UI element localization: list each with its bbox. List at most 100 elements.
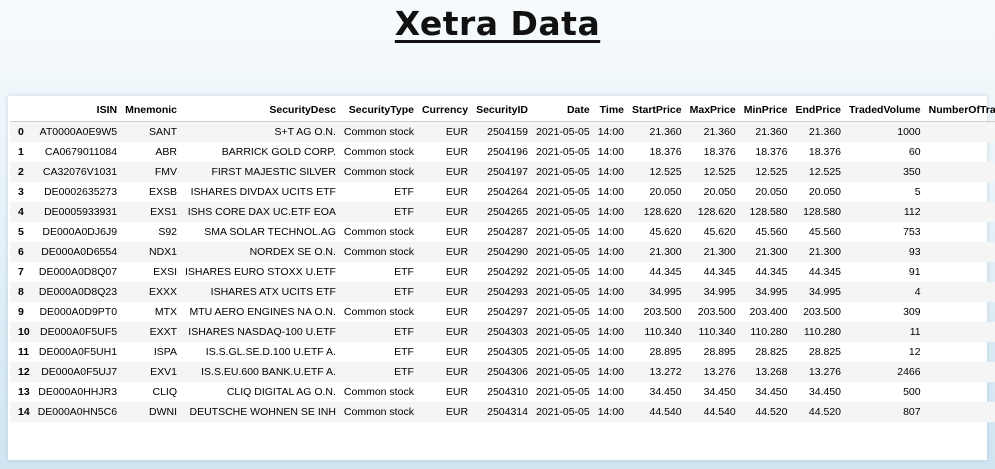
- cell-time: 14:00: [597, 306, 624, 318]
- cell-maxprice: 21.300: [685, 242, 740, 262]
- cell-numberoftrades: 6: [925, 222, 995, 242]
- cell-currency: EUR: [445, 386, 469, 398]
- column-header-currency: Currency: [417, 101, 473, 122]
- column-header-tradedvolume: TradedVolume: [845, 101, 925, 122]
- cell-startprice: 110.340: [628, 322, 686, 342]
- cell-maxprice: 28.895: [703, 346, 736, 358]
- cell-mnemonic: EXSI: [153, 266, 177, 278]
- cell-date: 2021-05-05: [532, 322, 594, 342]
- cell-minprice: 21.300: [739, 242, 792, 262]
- cell-securitytype: Common stock: [339, 242, 418, 262]
- cell-securitytype: ETF: [339, 322, 418, 342]
- cell-isin: CA0679011084: [44, 146, 118, 158]
- column-header-endprice: EndPrice: [791, 101, 846, 122]
- row-index: 4: [10, 202, 34, 222]
- cell-mnemonic: S92: [158, 226, 177, 238]
- row-index: 6: [10, 242, 34, 262]
- cell-securityid: 2504305: [487, 346, 528, 358]
- row-index: 2: [10, 162, 34, 182]
- cell-date: 2021-05-05: [536, 386, 590, 398]
- cell-tradedvolume: 12: [908, 346, 921, 358]
- cell-startprice: 21.300: [628, 242, 686, 262]
- table-row: 10 DE000A0F5UF5 EXXT ISHARES NASDAQ-100 U.E…: [10, 322, 995, 342]
- cell-isin: DE000A0D8Q07: [38, 266, 118, 278]
- cell-maxprice: 13.276: [685, 362, 740, 382]
- cell-time: 14:00: [593, 162, 628, 182]
- cell-mnemonic: EXSB: [148, 186, 177, 198]
- cell-tradedvolume: 1000: [845, 121, 925, 142]
- cell-date: 2021-05-05: [532, 242, 594, 262]
- cell-mnemonic: NDX1: [121, 242, 181, 262]
- cell-tradedvolume: 350: [845, 162, 925, 182]
- cell-time: 14:00: [593, 402, 628, 422]
- table-row: 8 DE000A0D8Q23 EXXX ISHARES ATX UCITS ETF ET…: [10, 282, 995, 302]
- cell-startprice: 21.360: [628, 121, 686, 142]
- cell-numberoftrades: 1: [924, 162, 995, 182]
- row-index: 8: [10, 282, 34, 302]
- cell-minprice: 18.376: [755, 146, 788, 158]
- cell-tradedvolume: 93: [845, 242, 925, 262]
- cell-isin: AT0000A0E9W5: [33, 121, 122, 142]
- column-header-time: Time: [593, 101, 628, 122]
- column-header-securityid: SecurityID: [472, 101, 532, 122]
- cell-endprice: 13.276: [791, 362, 846, 382]
- table-body: 0 AT0000A0E9W5 SANT S+T AG O.N. Common stock…: [10, 121, 995, 422]
- cell-startprice: 12.525: [628, 162, 686, 182]
- cell-startprice: 44.540: [628, 402, 686, 422]
- cell-minprice: 12.525: [739, 162, 792, 182]
- cell-currency: EUR: [417, 282, 473, 302]
- cell-time: 14:00: [597, 386, 624, 398]
- cell-securitydesc: FIRST MAJESTIC SILVER: [181, 162, 340, 182]
- cell-maxprice: 12.525: [685, 162, 740, 182]
- cell-securityid: 2504314: [472, 402, 532, 422]
- cell-isin: DE000A0HN5C6: [33, 402, 122, 422]
- cell-securitytype: ETF: [339, 282, 418, 302]
- row-index: 5: [18, 226, 24, 238]
- cell-time: 14:00: [593, 121, 628, 142]
- cell-endprice: 21.300: [791, 242, 846, 262]
- row-index: 9: [18, 306, 24, 318]
- page-title-text: Xetra Data: [394, 4, 601, 43]
- cell-mnemonic: DWNI: [121, 402, 181, 422]
- cell-securitytype: ETF: [394, 266, 414, 278]
- cell-tradedvolume: 4: [845, 282, 925, 302]
- cell-securitydesc: SMA SOLAR TECHNOL.AG: [204, 226, 336, 238]
- cell-tradedvolume: 309: [903, 306, 921, 318]
- cell-numberoftrades: 2: [924, 322, 995, 342]
- cell-date: 2021-05-05: [536, 306, 590, 318]
- cell-securityid: 2504290: [472, 242, 532, 262]
- row-index: 0: [10, 121, 34, 142]
- cell-minprice: 44.345: [755, 266, 788, 278]
- cell-minprice: 45.560: [755, 226, 788, 238]
- cell-minprice: 21.360: [739, 121, 792, 142]
- cell-numberoftrades: 1: [925, 262, 995, 282]
- cell-currency: EUR: [417, 202, 473, 222]
- cell-isin: CA32076V1031: [33, 162, 122, 182]
- table-row: 6 DE000A0D6554 NDX1 NORDEX SE O.N. Common st…: [10, 242, 995, 262]
- cell-isin: DE000A0DJ6J9: [42, 226, 118, 238]
- cell-numberoftrades: 1: [925, 142, 995, 162]
- cell-securityid: 2504265: [472, 202, 532, 222]
- row-index: 14: [10, 402, 34, 422]
- cell-securityid: 2504292: [487, 266, 528, 278]
- cell-date: 2021-05-05: [536, 186, 590, 198]
- cell-minprice: 110.280: [739, 322, 792, 342]
- cell-securitydesc: ISHS CORE DAX UC.ETF EOA: [181, 202, 340, 222]
- row-index: 7: [18, 266, 24, 278]
- cell-maxprice: 18.376: [703, 146, 736, 158]
- cell-tradedvolume: 91: [908, 266, 921, 278]
- cell-securitydesc: MTU AERO ENGINES NA O.N.: [189, 306, 336, 318]
- cell-securitytype: ETF: [339, 202, 418, 222]
- cell-currency: EUR: [417, 362, 473, 382]
- cell-minprice: 203.400: [749, 306, 788, 318]
- table-row: 3 DE0002635273 EXSB ISHARES DIVDAX UCITS ET…: [10, 182, 995, 202]
- cell-numberoftrades: 2: [924, 402, 995, 422]
- cell-date: 2021-05-05: [532, 362, 594, 382]
- cell-securityid: 2504159: [472, 121, 532, 142]
- cell-securitytype: Common stock: [339, 121, 418, 142]
- cell-currency: EUR: [417, 162, 473, 182]
- cell-securitydesc: IS.S.EU.600 BANK.U.ETF A.: [181, 362, 340, 382]
- table-row: 5 DE000A0DJ6J9 S92 SMA SOLAR TECHNOL.AG Comm…: [10, 222, 995, 242]
- cell-currency: EUR: [445, 226, 469, 238]
- cell-securitydesc: DEUTSCHE WOHNEN SE INH: [181, 402, 340, 422]
